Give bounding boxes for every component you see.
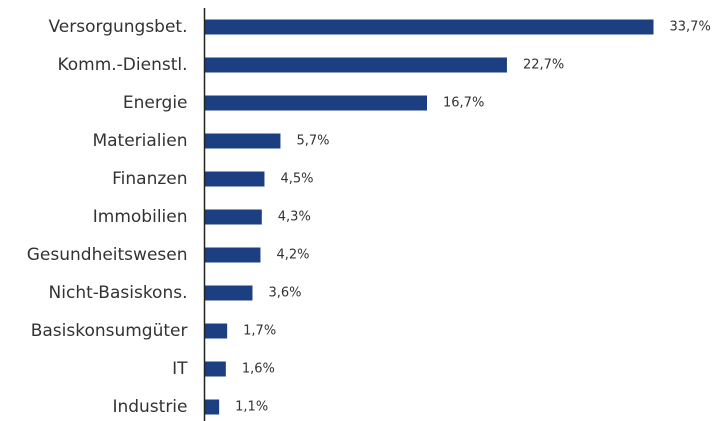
value-label-4: 4,5% [280, 172, 313, 187]
bar-8 [204, 323, 228, 339]
bars-layer [204, 19, 654, 415]
bar-7 [204, 285, 253, 301]
category-label-9: IT [172, 359, 188, 379]
category-label-6: Gesundheitswesen [27, 245, 188, 265]
value-label-6: 4,2% [276, 248, 309, 263]
bar-9 [204, 361, 226, 377]
category-label-0: Versorgungsbet. [48, 17, 187, 37]
category-label-7: Nicht-Basiskons. [49, 283, 188, 303]
category-label-2: Energie [123, 93, 188, 113]
value-label-0: 33,7% [670, 20, 711, 35]
value-label-1: 22,7% [523, 58, 564, 73]
category-label-1: Komm.-Dienstl. [57, 55, 187, 75]
category-label-4: Finanzen [112, 169, 187, 189]
bar-10 [204, 399, 220, 415]
bar-0 [204, 19, 654, 35]
labels-layer: Versorgungsbet. 33,7% Komm.-Dienstl. 22,7% E… [27, 17, 711, 417]
value-label-7: 3,6% [268, 286, 301, 301]
value-label-3: 5,7% [296, 134, 329, 149]
bar-2 [204, 95, 428, 111]
value-label-5: 4,3% [278, 210, 311, 225]
bar-5 [204, 209, 262, 225]
category-label-8: Basiskonsumgüter [31, 321, 188, 341]
category-label-10: Industrie [112, 397, 187, 417]
value-label-10: 1,1% [235, 400, 268, 415]
bar-4 [204, 171, 265, 187]
bar-6 [204, 247, 261, 263]
bar-3 [204, 133, 281, 149]
value-label-2: 16,7% [443, 96, 484, 111]
bar-1 [204, 57, 507, 73]
value-label-9: 1,6% [242, 362, 275, 377]
category-label-3: Materialien [92, 131, 187, 151]
value-label-8: 1,7% [243, 324, 276, 339]
category-label-5: Immobilien [93, 207, 188, 227]
